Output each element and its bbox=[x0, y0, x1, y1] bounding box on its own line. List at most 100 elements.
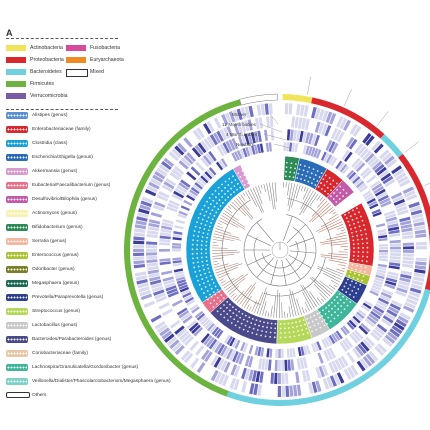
heatmap-cell bbox=[148, 181, 160, 190]
genus-ring-dot bbox=[214, 189, 217, 192]
heatmap-cell bbox=[410, 283, 423, 290]
tree-branch bbox=[232, 295, 237, 300]
genus-ring-dot bbox=[347, 220, 350, 223]
genus-ring-dot bbox=[204, 286, 207, 288]
legend-top-divider bbox=[6, 38, 118, 39]
heatmap-cell bbox=[264, 103, 269, 115]
legend-label: Firmicutes bbox=[30, 81, 54, 87]
tree-branch bbox=[235, 197, 254, 219]
genus-ring-dot bbox=[312, 178, 315, 181]
heatmap-cell bbox=[268, 142, 272, 152]
legend-swatch bbox=[6, 168, 28, 175]
heatmap-cell bbox=[371, 208, 381, 215]
tree-branch bbox=[315, 218, 341, 232]
heatmap-cell bbox=[368, 351, 379, 362]
heatmap-cell bbox=[181, 333, 192, 344]
genus-ring-dot bbox=[305, 175, 308, 177]
heatmap-cell bbox=[355, 162, 366, 173]
tree-branch bbox=[225, 273, 249, 291]
heatmap-cell bbox=[172, 260, 182, 264]
genus-ring-dot bbox=[306, 170, 309, 173]
genus-ring-dot bbox=[366, 242, 369, 245]
genus-ring-dot bbox=[324, 174, 327, 177]
tree-branch bbox=[311, 276, 333, 295]
genus-ring-dot bbox=[313, 324, 316, 327]
genus-ring-dot bbox=[215, 211, 218, 214]
genus-ring-dot bbox=[256, 329, 259, 331]
genus-ring-dot bbox=[352, 296, 355, 298]
heatmap-cell bbox=[211, 326, 220, 336]
heatmap-cell bbox=[379, 294, 391, 302]
heatmap-cell bbox=[202, 173, 211, 182]
genus-ring-dot bbox=[209, 203, 212, 206]
heatmap-cell bbox=[400, 223, 413, 229]
heatmap-cell bbox=[139, 204, 151, 211]
genus-ring-dot bbox=[202, 282, 205, 284]
legend-label: Akkermansia (genus) bbox=[32, 169, 78, 174]
genus-ring-dot bbox=[329, 320, 332, 323]
genus-ring-dot bbox=[203, 228, 206, 230]
legend-swatch bbox=[6, 224, 28, 231]
genus-ring-dot bbox=[283, 322, 286, 325]
heatmap-cell bbox=[240, 341, 246, 352]
genus-ring-dot bbox=[364, 266, 367, 269]
heatmap-cell bbox=[359, 147, 370, 159]
genus-ring-dot bbox=[357, 242, 360, 245]
heatmap-cell bbox=[268, 103, 273, 115]
genus-ring-dot bbox=[339, 299, 342, 301]
heatmap-cell bbox=[154, 292, 166, 300]
heatmap-cell bbox=[388, 306, 400, 314]
genus-ring-dot bbox=[269, 336, 271, 338]
legend-swatch bbox=[6, 294, 28, 301]
heatmap-cell bbox=[202, 319, 211, 328]
heatmap-cell bbox=[180, 205, 190, 211]
heatmap-cell bbox=[147, 269, 160, 275]
heatmap-cell bbox=[303, 105, 309, 117]
genus-ring-dot bbox=[241, 170, 244, 172]
heatmap-cell bbox=[180, 289, 191, 296]
genus-ring-dot bbox=[219, 300, 222, 302]
heatmap-cell bbox=[223, 334, 231, 344]
genus-ring-dot bbox=[357, 251, 360, 253]
heatmap-cell bbox=[371, 161, 383, 171]
heatmap-cell bbox=[386, 219, 398, 226]
heatmap-cell bbox=[373, 279, 383, 285]
heatmap-cell bbox=[216, 329, 224, 339]
tree-clade-arc bbox=[221, 199, 261, 305]
heatmap-cell bbox=[307, 146, 313, 156]
genus-ring-dot bbox=[223, 304, 225, 306]
genus-ring-dot bbox=[211, 193, 214, 196]
heatmap-cell bbox=[359, 185, 368, 193]
genus-ring-dot bbox=[314, 184, 317, 186]
legend-swatch bbox=[6, 238, 28, 245]
genus-ring-dot bbox=[221, 183, 223, 186]
heatmap-cell bbox=[259, 371, 264, 383]
heatmap-cell bbox=[374, 188, 386, 197]
genus-ring-dot bbox=[355, 207, 358, 210]
heatmap-cell bbox=[388, 233, 401, 238]
heatmap-cell bbox=[397, 283, 409, 290]
heatmap-cell bbox=[172, 262, 183, 267]
heatmap-cell bbox=[290, 359, 295, 371]
tree-branch bbox=[316, 297, 322, 304]
heatmap-cell bbox=[393, 322, 405, 331]
genus-ring-dot bbox=[318, 316, 321, 319]
heatmap-cell bbox=[209, 324, 217, 334]
tree-branch bbox=[285, 258, 301, 280]
genus-ring-dot bbox=[348, 211, 350, 214]
heatmap-cell bbox=[146, 241, 158, 245]
heatmap-cell bbox=[378, 250, 388, 253]
genus-ring-dot bbox=[260, 334, 262, 337]
heatmap-cell bbox=[230, 364, 238, 376]
heatmap-cell bbox=[315, 366, 322, 379]
heatmap-cell bbox=[363, 192, 373, 200]
genus-ring-dot bbox=[226, 313, 229, 315]
genus-ring-dot bbox=[201, 278, 204, 280]
genus-ring-dot bbox=[207, 216, 210, 219]
heatmap-cell bbox=[320, 151, 327, 161]
genus-ring-dot bbox=[227, 190, 229, 193]
genus-ring-dot bbox=[349, 284, 352, 286]
heatmap-cell bbox=[410, 209, 423, 216]
heatmap-cell bbox=[173, 165, 185, 175]
heatmap-cell bbox=[169, 320, 181, 329]
